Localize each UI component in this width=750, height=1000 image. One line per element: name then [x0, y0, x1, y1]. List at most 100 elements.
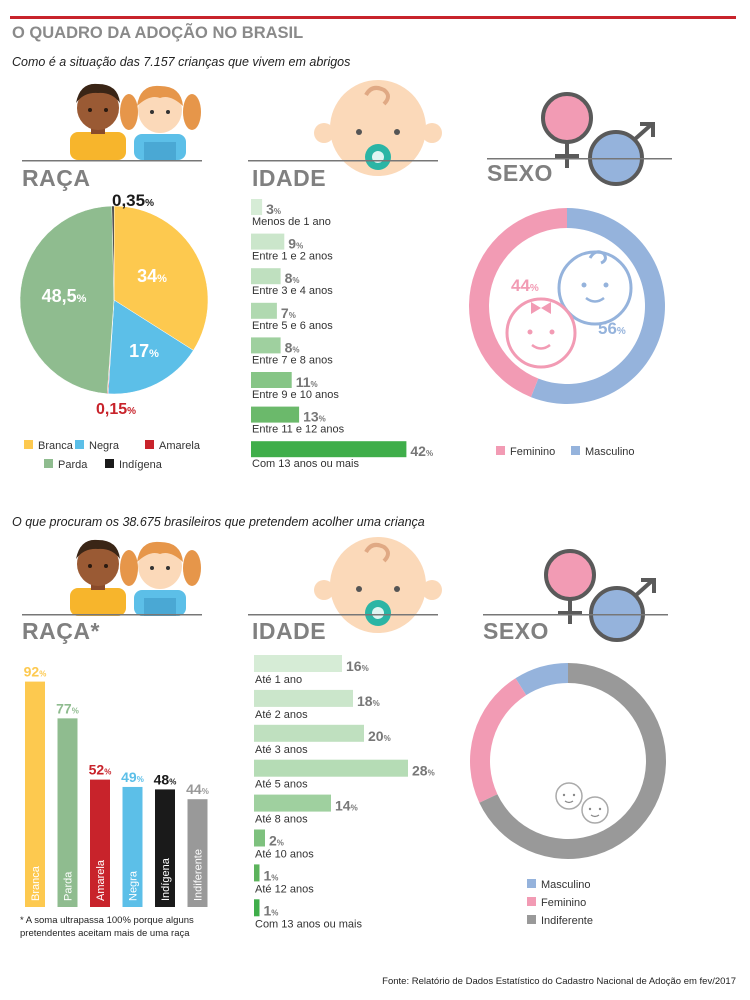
bar-category-5: Até 8 anos — [255, 814, 308, 826]
bar-value-2: 18% — [357, 693, 380, 709]
section-rule-sex — [483, 614, 668, 616]
legend-swatch-amarela — [145, 440, 154, 449]
bar-value-2: 9% — [288, 236, 303, 252]
race-wanted-bar-chart: 92% Branca 77% Parda 52% Amarela 49% Negra 48% In… — [24, 664, 209, 907]
bar-value-4: 28% — [412, 763, 435, 779]
bar-category-5: Entre 7 e 8 anos — [252, 354, 333, 366]
section-title-sex: SEXO — [487, 160, 553, 186]
bar-4 — [254, 759, 408, 777]
bar-category-1: Menos de 1 ano — [252, 216, 331, 228]
section-title-race: RAÇA — [22, 165, 90, 191]
bar-4 — [251, 302, 277, 319]
bar-indiferente — [187, 799, 208, 907]
bar-category-parda: Parda — [63, 871, 75, 901]
baby-pacifier-icon — [314, 537, 442, 633]
girl-icon — [120, 541, 201, 616]
legend-swatch-parda — [44, 459, 53, 468]
bar-value-5: 8% — [285, 339, 300, 355]
legend-swatch-indígena — [105, 459, 114, 468]
bar-category-3: Entre 3 e 4 anos — [252, 285, 333, 297]
donut-slice-feminino — [469, 678, 527, 803]
bar-category-7: Entre 11 e 12 anos — [252, 424, 345, 436]
bar-value-3: 20% — [368, 728, 391, 744]
sex-wanted-donut-chart: Masculino Feminino Indiferente — [469, 663, 666, 927]
bar-8 — [254, 899, 260, 917]
section-title-sex-wanted: SEXO — [483, 618, 549, 644]
bar-value-negra: 49% — [121, 769, 144, 785]
bar-category-amarela: Amarela — [95, 859, 107, 901]
bar-category-4: Entre 5 e 6 anos — [252, 320, 333, 332]
bar-category-1: Até 1 ano — [255, 674, 302, 686]
bar-category-7: Até 12 anos — [255, 883, 314, 895]
pie-label-parda: 48,5% — [42, 286, 87, 306]
pie-label-amarela: 0,15% — [96, 401, 136, 418]
bar-6 — [254, 829, 265, 847]
bar-category-8: Com 13 anos ou mais — [252, 458, 359, 470]
bar-value-8: 42% — [410, 443, 433, 459]
baby-pacifier-icon — [314, 80, 442, 176]
bar-category-indiferente: Indiferente — [193, 849, 205, 901]
legend-swatch-masculino — [527, 879, 536, 888]
bar-category-branca: Branca — [30, 865, 42, 901]
gender-symbols-icon — [541, 92, 655, 186]
bar-value-3: 8% — [285, 270, 300, 286]
bar-value-branca: 92% — [24, 664, 47, 680]
bar-category-negra: Negra — [128, 870, 140, 901]
pie-label-negra: 17% — [129, 341, 159, 361]
bar-6 — [251, 372, 292, 388]
pie-label-indígena: 0,35% — [112, 191, 154, 210]
page-title: O QUADRO DA ADOÇÃO NO BRASIL — [12, 22, 303, 42]
boy-icon — [70, 539, 126, 616]
section-rule-age — [248, 160, 438, 162]
bar-category-2: Entre 1 e 2 anos — [252, 251, 333, 263]
footnote-line-1: * A soma ultrapassa 100% porque alguns — [20, 915, 194, 926]
bar-category-2: Até 2 anos — [255, 709, 308, 721]
bar-category-3: Até 3 anos — [255, 744, 308, 756]
bar-7 — [251, 406, 300, 423]
bar-parda — [57, 718, 78, 907]
legend-label-negra: Negra — [89, 440, 120, 452]
pie-label-branca: 34% — [137, 266, 167, 286]
race-pie-chart: 34% 17% 0,15% 48,5% 0,35% — [19, 191, 209, 418]
pie-slice-indígena — [111, 205, 115, 301]
bar-3 — [254, 724, 364, 742]
bar-category-8: Com 13 anos ou mais — [255, 918, 362, 930]
pie-slice-branca — [113, 205, 209, 351]
subtitle-applicants: O que procuram os 38.675 brasileiros que… — [12, 515, 425, 529]
bar-category-6: Até 10 anos — [255, 849, 314, 861]
bar-value-1: 16% — [346, 658, 369, 674]
legend-swatch-indiferente — [527, 915, 536, 924]
bar-indígena — [155, 789, 175, 907]
section-rule-race — [22, 160, 202, 162]
bar-value-amarela: 52% — [89, 762, 112, 778]
bar-value-4: 7% — [281, 305, 296, 321]
bar-negra — [122, 786, 143, 907]
footnote-line-2: pretendentes aceitam mais de uma raça — [20, 928, 190, 939]
bar-1 — [254, 655, 342, 672]
section-title-age-wanted: IDADE — [252, 618, 326, 644]
bar-category-4: Até 5 anos — [255, 779, 308, 791]
section-rule-sex — [487, 158, 672, 160]
legend-swatch-branca — [24, 440, 33, 449]
bar-value-parda: 77% — [56, 700, 79, 716]
legend-label-branca: Branca — [38, 440, 74, 452]
bar-3 — [251, 268, 281, 285]
age-wanted-bar-chart: 16% Até 1 ano 18% Até 2 anos 20% Até 3 anos 28… — [254, 655, 435, 930]
bar-value-7: 13% — [303, 409, 326, 425]
legend-label-feminino: Feminino — [510, 446, 555, 458]
race-legend: Branca Negra Amarela Parda Indígena — [24, 440, 201, 471]
bar-value-7: 1% — [264, 867, 279, 883]
donut-slice-masculino — [530, 208, 665, 405]
baby-faces-icon — [505, 250, 633, 369]
baby-faces-icon — [555, 782, 609, 824]
bar-value-indígena: 48% — [154, 771, 177, 787]
bar-value-1: 3% — [266, 201, 281, 217]
bar-value-8: 1% — [264, 902, 279, 918]
bar-5 — [254, 794, 331, 812]
bar-value-6: 2% — [269, 833, 284, 849]
legend-label-indígena: Indígena — [119, 459, 163, 471]
section-title-race-wanted: RAÇA* — [22, 618, 100, 644]
bar-value-6: 11% — [296, 374, 318, 390]
legend-swatch-feminino — [496, 446, 505, 455]
